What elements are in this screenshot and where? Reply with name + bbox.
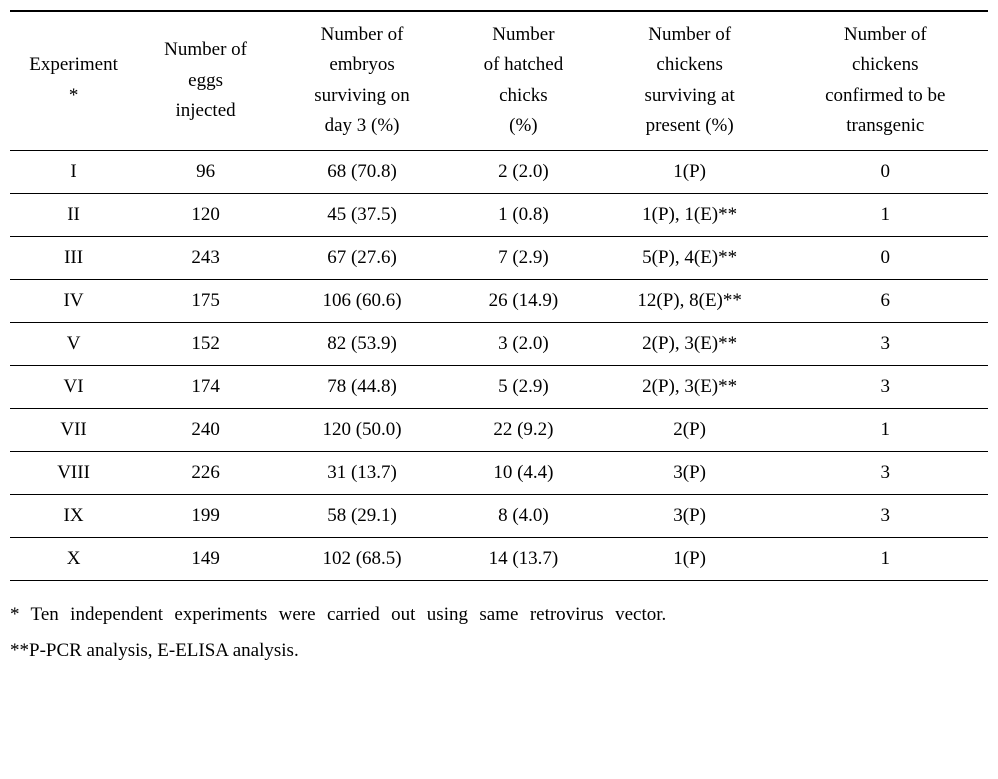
cell-exp: VII (10, 408, 137, 451)
table-row: II12045 (37.5)1 (0.8)1(P), 1(E)**1 (10, 193, 988, 236)
cell-hatched: 22 (9.2) (450, 408, 597, 451)
table-row: VII240120 (50.0)22 (9.2)2(P)1 (10, 408, 988, 451)
cell-day3: 78 (44.8) (274, 365, 450, 408)
cell-exp: IX (10, 494, 137, 537)
cell-hatched: 1 (0.8) (450, 193, 597, 236)
cell-surviving: 1(P) (597, 537, 783, 580)
cell-transgenic: 3 (783, 365, 988, 408)
cell-surviving: 3(P) (597, 451, 783, 494)
table-row: VI17478 (44.8)5 (2.9)2(P), 3(E)**3 (10, 365, 988, 408)
cell-hatched: 5 (2.9) (450, 365, 597, 408)
header-row: Experiment* Number ofeggsinjected Number… (10, 11, 988, 150)
cell-surviving: 2(P), 3(E)** (597, 322, 783, 365)
footnote-1: * Ten independent experiments were carri… (10, 597, 988, 633)
table-row: V15282 (53.9)3 (2.0)2(P), 3(E)**3 (10, 322, 988, 365)
cell-day3: 45 (37.5) (274, 193, 450, 236)
experiment-results-table: Experiment* Number ofeggsinjected Number… (10, 10, 988, 581)
cell-day3: 102 (68.5) (274, 537, 450, 580)
header-eggs: Number ofeggsinjected (137, 11, 274, 150)
cell-transgenic: 3 (783, 494, 988, 537)
cell-hatched: 7 (2.9) (450, 236, 597, 279)
header-surviving: Number ofchickenssurviving atpresent (%) (597, 11, 783, 150)
cell-day3: 67 (27.6) (274, 236, 450, 279)
header-experiment: Experiment* (10, 11, 137, 150)
cell-exp: II (10, 193, 137, 236)
cell-eggs: 149 (137, 537, 274, 580)
table-row: VIII22631 (13.7)10 (4.4)3(P)3 (10, 451, 988, 494)
cell-hatched: 3 (2.0) (450, 322, 597, 365)
cell-hatched: 14 (13.7) (450, 537, 597, 580)
cell-surviving: 1(P) (597, 150, 783, 193)
cell-hatched: 8 (4.0) (450, 494, 597, 537)
cell-exp: IV (10, 279, 137, 322)
cell-eggs: 174 (137, 365, 274, 408)
cell-day3: 68 (70.8) (274, 150, 450, 193)
cell-transgenic: 6 (783, 279, 988, 322)
cell-exp: V (10, 322, 137, 365)
cell-surviving: 5(P), 4(E)** (597, 236, 783, 279)
cell-day3: 82 (53.9) (274, 322, 450, 365)
cell-hatched: 10 (4.4) (450, 451, 597, 494)
cell-eggs: 243 (137, 236, 274, 279)
cell-exp: VIII (10, 451, 137, 494)
cell-day3: 120 (50.0) (274, 408, 450, 451)
cell-transgenic: 0 (783, 236, 988, 279)
cell-transgenic: 1 (783, 193, 988, 236)
header-transgenic: Number ofchickensconfirmed to betransgen… (783, 11, 988, 150)
header-day3: Number ofembryossurviving onday 3 (%) (274, 11, 450, 150)
cell-eggs: 120 (137, 193, 274, 236)
cell-eggs: 240 (137, 408, 274, 451)
table-row: IX19958 (29.1)8 (4.0)3(P)3 (10, 494, 988, 537)
cell-transgenic: 1 (783, 408, 988, 451)
table-row: III24367 (27.6)7 (2.9)5(P), 4(E)**0 (10, 236, 988, 279)
cell-surviving: 2(P), 3(E)** (597, 365, 783, 408)
cell-transgenic: 1 (783, 537, 988, 580)
table-row: I9668 (70.8)2 (2.0)1(P)0 (10, 150, 988, 193)
cell-surviving: 1(P), 1(E)** (597, 193, 783, 236)
cell-eggs: 226 (137, 451, 274, 494)
header-hatched: Numberof hatchedchicks(%) (450, 11, 597, 150)
footnote-2: **P-PCR analysis, E-ELISA analysis. (10, 633, 988, 669)
footnotes: * Ten independent experiments were carri… (10, 597, 988, 669)
cell-transgenic: 0 (783, 150, 988, 193)
cell-hatched: 2 (2.0) (450, 150, 597, 193)
cell-surviving: 3(P) (597, 494, 783, 537)
cell-hatched: 26 (14.9) (450, 279, 597, 322)
cell-eggs: 175 (137, 279, 274, 322)
cell-eggs: 152 (137, 322, 274, 365)
cell-exp: III (10, 236, 137, 279)
cell-transgenic: 3 (783, 322, 988, 365)
cell-exp: VI (10, 365, 137, 408)
cell-surviving: 12(P), 8(E)** (597, 279, 783, 322)
cell-eggs: 199 (137, 494, 274, 537)
cell-day3: 106 (60.6) (274, 279, 450, 322)
cell-exp: X (10, 537, 137, 580)
cell-exp: I (10, 150, 137, 193)
cell-surviving: 2(P) (597, 408, 783, 451)
table-row: IV175106 (60.6)26 (14.9)12(P), 8(E)**6 (10, 279, 988, 322)
cell-transgenic: 3 (783, 451, 988, 494)
table-row: X149102 (68.5)14 (13.7)1(P)1 (10, 537, 988, 580)
cell-day3: 31 (13.7) (274, 451, 450, 494)
cell-day3: 58 (29.1) (274, 494, 450, 537)
cell-eggs: 96 (137, 150, 274, 193)
